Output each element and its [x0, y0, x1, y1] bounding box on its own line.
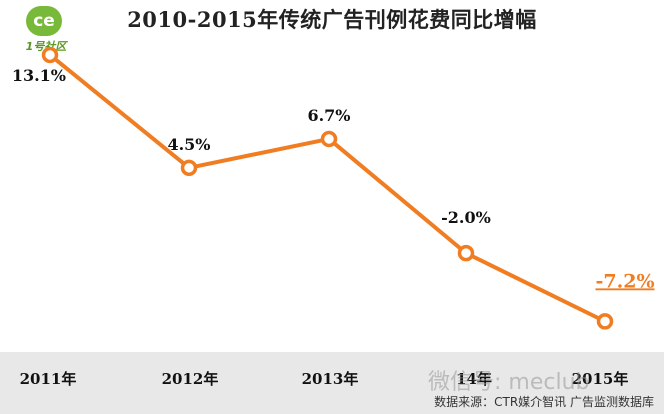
data-label: -2.0%: [441, 208, 491, 227]
x-tick-label: 2013年: [302, 370, 359, 388]
data-point: [41, 46, 59, 64]
data-label: 13.1%: [12, 66, 66, 85]
wechat-watermark: 微信号: meclub: [428, 370, 590, 395]
data-point: [320, 130, 338, 148]
x-tick-label: 2015年: [572, 370, 629, 388]
data-source: 数据来源：CTR媒介智讯 广告监测数据库: [434, 395, 654, 409]
x-axis-band: [0, 352, 664, 414]
data-label: -7.2%: [596, 270, 655, 292]
data-point: [180, 159, 198, 177]
x-tick-label: 2012年: [162, 370, 219, 388]
data-label: 6.7%: [307, 106, 350, 125]
series-line: [48, 53, 606, 324]
logo-mark: ce: [26, 6, 62, 36]
chart-title: 2010-2015年传统广告刊例花费同比增幅: [127, 7, 537, 32]
chart-area: [0, 0, 664, 352]
data-point: [457, 244, 475, 262]
data-label: 4.5%: [167, 135, 210, 154]
x-tick-label: 14年: [456, 370, 492, 388]
data-point: [596, 313, 614, 330]
x-tick-label: 2011年: [20, 370, 77, 388]
